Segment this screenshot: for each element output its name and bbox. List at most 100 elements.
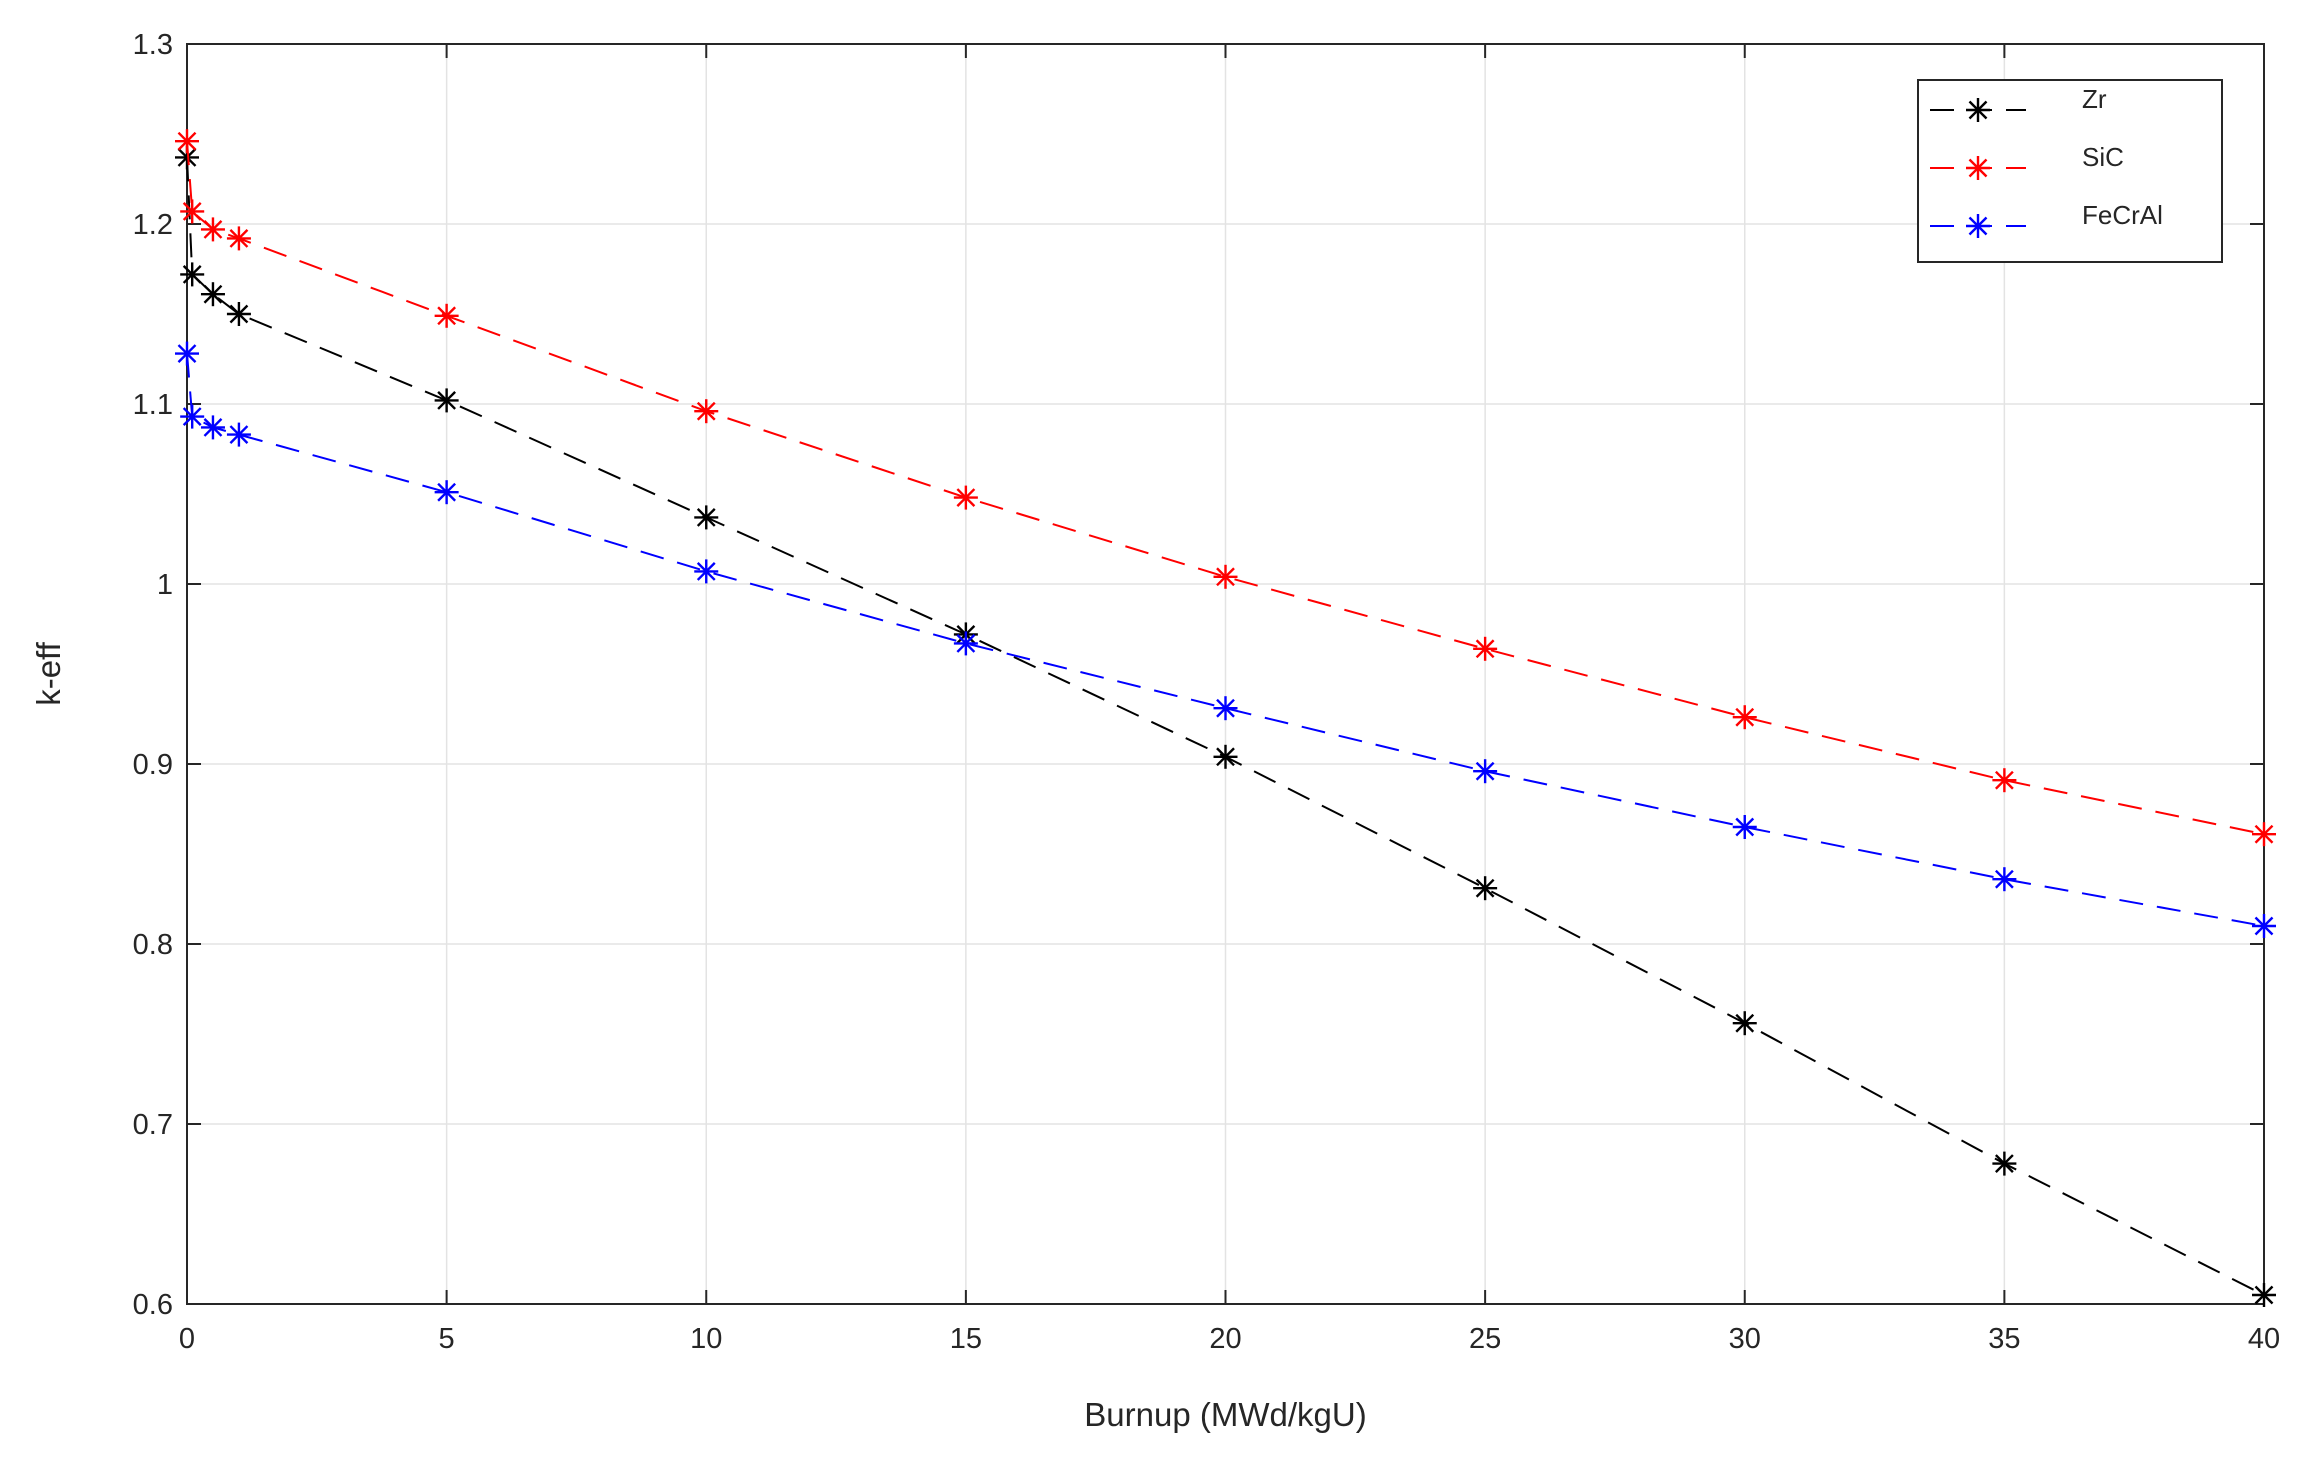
marker-stroke bbox=[696, 562, 716, 581]
marker-stroke bbox=[1475, 639, 1495, 659]
data-point-marker bbox=[180, 262, 205, 287]
legend-label: FeCrAl bbox=[2082, 200, 2163, 230]
x-tick-label: 10 bbox=[690, 1323, 722, 1355]
data-point-marker bbox=[1732, 705, 1757, 730]
marker-stroke bbox=[437, 391, 456, 410]
y-tick-label: 0.9 bbox=[133, 749, 173, 781]
data-point-marker bbox=[180, 199, 205, 224]
y-axis-title: k-eff bbox=[30, 641, 67, 705]
marker-stroke bbox=[1735, 1013, 1755, 1033]
data-point-marker bbox=[1213, 744, 1238, 769]
marker-stroke bbox=[2254, 1285, 2274, 1305]
x-tick-label: 15 bbox=[950, 1323, 982, 1355]
y-tick-label: 1 bbox=[157, 569, 173, 601]
data-point-marker bbox=[1966, 98, 1990, 122]
legend-item-sic: SiC bbox=[1930, 142, 2124, 180]
data-point-marker bbox=[200, 415, 225, 440]
marker-stroke bbox=[177, 148, 197, 167]
marker-stroke bbox=[1968, 216, 1988, 236]
data-point-marker bbox=[175, 341, 199, 366]
data-point-marker bbox=[1473, 876, 1498, 901]
marker-stroke bbox=[1995, 1154, 2014, 1173]
x-tick-label: 20 bbox=[1209, 1323, 1241, 1355]
data-point-marker bbox=[694, 399, 719, 424]
data-point-marker bbox=[953, 631, 978, 656]
marker-stroke bbox=[1475, 761, 1495, 781]
marker-stroke bbox=[182, 202, 202, 221]
marker-stroke bbox=[1475, 878, 1495, 898]
marker-stroke bbox=[203, 284, 223, 304]
legend-item-fecral: FeCrAl bbox=[1930, 200, 2163, 238]
marker-stroke bbox=[1216, 698, 1235, 718]
x-tick-label: 30 bbox=[1729, 1323, 1761, 1355]
data-point-marker bbox=[2252, 914, 2276, 938]
data-point-marker bbox=[1966, 214, 1990, 238]
data-point-marker bbox=[226, 226, 251, 251]
data-point-marker bbox=[226, 302, 251, 326]
data-point-marker bbox=[694, 505, 719, 530]
data-point-marker bbox=[200, 282, 225, 307]
x-tick-label: 40 bbox=[2248, 1323, 2280, 1355]
y-tick-label: 0.8 bbox=[133, 929, 173, 961]
marker-stroke bbox=[437, 306, 456, 326]
marker-stroke bbox=[229, 304, 249, 324]
y-tick-label: 0.7 bbox=[133, 1109, 173, 1141]
y-tick-label: 1.3 bbox=[133, 29, 173, 61]
marker-stroke bbox=[2254, 916, 2274, 936]
marker-stroke bbox=[1995, 869, 2014, 889]
data-point-marker bbox=[1966, 156, 1990, 180]
data-point-marker bbox=[1992, 867, 2017, 892]
legend-item-zr: Zr bbox=[1930, 84, 2107, 122]
y-tick-label: 1.2 bbox=[133, 209, 173, 241]
data-point-marker bbox=[1473, 636, 1498, 661]
data-point-marker bbox=[2252, 822, 2276, 847]
data-point-marker bbox=[434, 303, 459, 328]
marker-stroke bbox=[203, 418, 223, 437]
series-zr bbox=[175, 145, 2276, 1307]
data-point-marker bbox=[953, 485, 978, 510]
data-point-marker bbox=[1992, 768, 2017, 793]
data-point-marker bbox=[1213, 696, 1238, 721]
x-tick-label: 5 bbox=[439, 1323, 455, 1355]
marker-stroke bbox=[182, 265, 202, 284]
marker-stroke bbox=[1735, 707, 1755, 727]
data-point-marker bbox=[180, 404, 205, 429]
legend-label: Zr bbox=[2082, 84, 2107, 114]
data-point-marker bbox=[694, 559, 719, 584]
data-point-marker bbox=[1213, 564, 1238, 589]
x-tick-label: 0 bbox=[179, 1323, 195, 1355]
data-point-marker bbox=[200, 217, 225, 242]
marker-stroke bbox=[437, 482, 456, 502]
marker-stroke bbox=[177, 344, 197, 363]
marker-stroke bbox=[956, 634, 976, 653]
marker-stroke bbox=[203, 220, 223, 239]
series-layer bbox=[175, 129, 2276, 1307]
series-sic bbox=[175, 129, 2276, 847]
data-point-marker bbox=[226, 422, 251, 447]
y-tick-label: 0.6 bbox=[133, 1289, 173, 1321]
data-point-marker bbox=[434, 480, 459, 505]
marker-stroke bbox=[1968, 158, 1988, 178]
marker-stroke bbox=[1216, 747, 1235, 767]
y-tick-label: 1.1 bbox=[133, 389, 173, 421]
axis-ticks: 0 5 10 15 20 25 30 35 40 0.6 0.7 0.8 0.9 1 1.1 1.2 1.3 bbox=[133, 29, 2280, 1355]
marker-stroke bbox=[1216, 567, 1235, 587]
data-point-marker bbox=[1732, 1011, 1757, 1036]
marker-stroke bbox=[229, 425, 249, 444]
series-fecral bbox=[175, 341, 2276, 938]
marker-stroke bbox=[696, 401, 716, 421]
data-point-marker bbox=[175, 129, 199, 154]
data-point-marker bbox=[2252, 1283, 2276, 1307]
x-tick-label: 25 bbox=[1469, 1323, 1501, 1355]
legend-box bbox=[1917, 79, 2223, 263]
marker-stroke bbox=[1735, 817, 1755, 837]
x-axis-title: Burnup (MWd/kgU) bbox=[1084, 1396, 1366, 1433]
data-point-marker bbox=[434, 388, 459, 413]
marker-stroke bbox=[1968, 100, 1988, 120]
legend: Zr SiC FeCrAl bbox=[1917, 79, 2223, 263]
legend-label: SiC bbox=[2082, 142, 2124, 172]
data-point-marker bbox=[1992, 1151, 2017, 1176]
